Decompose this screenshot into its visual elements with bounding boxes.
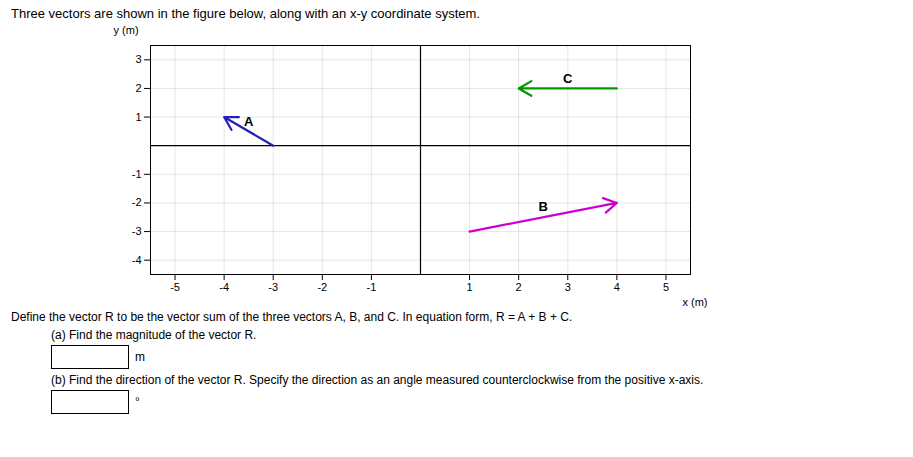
html-text:(a) Find the magnitude of the: (a) Find the magnitude of the vector R.: [51, 328, 257, 342]
svg-text:1: 1: [467, 281, 473, 293]
svg-text:B: B: [539, 199, 548, 214]
svg-text:y (m): y (m): [114, 24, 139, 36]
svg-text:-1: -1: [132, 168, 142, 180]
html-text:(b) Find the direction of the: (b) Find the direction of the vector R. …: [51, 373, 704, 387]
html-text:m: m: [135, 350, 145, 364]
svg-text:2: 2: [516, 281, 522, 293]
svg-text:-2: -2: [317, 281, 327, 293]
svg-text:5: 5: [663, 281, 669, 293]
svg-text:-3: -3: [268, 281, 278, 293]
svg-text:1: 1: [135, 111, 141, 123]
svg-text:-3: -3: [132, 225, 142, 237]
html-text:Define the vector R to be the: Define the vector R to be the vector sum…: [11, 310, 573, 324]
svg-text:-4: -4: [132, 254, 142, 266]
svg-text:x (m): x (m): [682, 296, 707, 308]
svg-text:2: 2: [135, 82, 141, 94]
svg-text:3: 3: [135, 53, 141, 65]
svg-text:-1: -1: [367, 281, 377, 293]
svg-text:-5: -5: [170, 281, 180, 293]
html-text:Three vectors are shown in the: Three vectors are shown in the figure be…: [11, 6, 480, 21]
svg-text:4: 4: [614, 281, 620, 293]
svg-text:A: A: [244, 114, 254, 129]
svg-text:C: C: [563, 71, 573, 86]
svg-text:3: 3: [565, 281, 571, 293]
svg-text:-4: -4: [219, 281, 229, 293]
svg-text:-2: -2: [132, 196, 142, 208]
